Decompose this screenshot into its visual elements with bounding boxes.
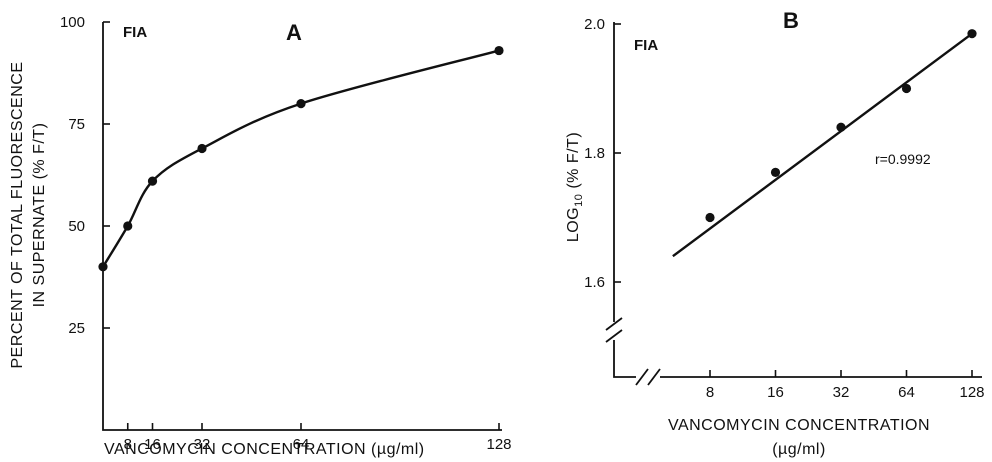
chart-b-correlation-annotation: r=0.9992 [875, 151, 931, 167]
chart-b-x-ticks: 8 16 32 64 128 [706, 370, 985, 401]
chart-a-axes [102, 22, 502, 431]
chart-a-panel-letter: A [286, 20, 302, 45]
chart-a-x-tick-label: 32 [194, 436, 211, 453]
chart-a-data-point [197, 143, 207, 154]
chart-a-data-point [123, 221, 133, 231]
chart-b-y-axis-break-mark [605, 317, 623, 343]
chart-a-x-ticks: 8 16 32 64 128 [124, 423, 512, 453]
chart-b-y-axis-lower [613, 340, 636, 378]
chart-a-y-axis-label-line1: PERCENT OF TOTAL FLUORESCENCE [9, 62, 26, 369]
chart-b-x-axis-label-line2: (µg/ml) [772, 441, 826, 458]
chart-b-x-tick-label: 64 [898, 384, 915, 401]
chart-b: 1.6 1.8 2.0 8 16 32 64 128 FIA B r=0.9992 VANC… [565, 8, 985, 458]
chart-b-data-point [770, 167, 781, 177]
chart-a-x-tick-label: 128 [486, 436, 511, 453]
chart-a-y-tick-label: 50 [68, 218, 85, 235]
chart-a-x-tick-label: 8 [124, 436, 132, 453]
chart-a-y-tick-label: 25 [68, 320, 85, 337]
chart-b-x-tick-label: 8 [706, 384, 714, 401]
chart-a-x-axis-label: VANCOMYCIN CONCENTRATION (µg/ml) [104, 441, 425, 458]
chart-b-data-point [705, 212, 715, 223]
chart-b-y-ticks: 1.6 1.8 2.0 [584, 16, 621, 291]
chart-a-tag: FIA [123, 24, 147, 41]
chart-a-data-point [98, 262, 108, 272]
chart-b-data-point [967, 29, 977, 39]
chart-a-x-tick-label: 64 [293, 436, 310, 453]
chart-a-y-axis-label-line2: IN SUPERNATE (% F/T) [31, 123, 48, 308]
chart-b-x-tick-label: 32 [833, 384, 850, 401]
chart-a-points [98, 45, 504, 272]
chart-b-tag: FIA [634, 37, 658, 54]
chart-a-x-tick-label: 16 [144, 436, 161, 453]
chart-a-data-point [147, 176, 158, 186]
chart-b-y-tick-label: 2.0 [584, 16, 605, 33]
chart-b-y-tick-label: 1.6 [584, 274, 605, 291]
chart-b-y-tick-label: 1.8 [584, 145, 605, 162]
chart-a-curve [101, 49, 500, 268]
chart-b-data-point [836, 122, 846, 132]
chart-b-points [705, 29, 977, 223]
chart-a: 25 50 75 100 8 16 32 64 128 FIA A VANCOMYCIN CO… [9, 14, 512, 458]
chart-b-data-point [901, 83, 912, 94]
chart-a-y-tick-label: 100 [60, 14, 85, 31]
chart-a-y-tick-label: 75 [68, 116, 85, 133]
chart-b-x-axis-break-mark [635, 368, 661, 386]
chart-a-y-ticks: 25 50 75 100 [60, 14, 110, 337]
chart-b-y-axis-label: LOG10 (% F/T) [565, 132, 585, 242]
chart-b-x-tick-label: 128 [959, 384, 984, 401]
chart-b-fit-line [672, 32, 973, 258]
chart-b-x-tick-label: 16 [767, 384, 784, 401]
chart-b-panel-letter: B [783, 8, 799, 33]
chart-a-data-point [296, 99, 306, 109]
chart-b-x-axis-label-line1: VANCOMYCIN CONCENTRATION [668, 417, 930, 434]
chart-a-data-point [494, 45, 504, 56]
